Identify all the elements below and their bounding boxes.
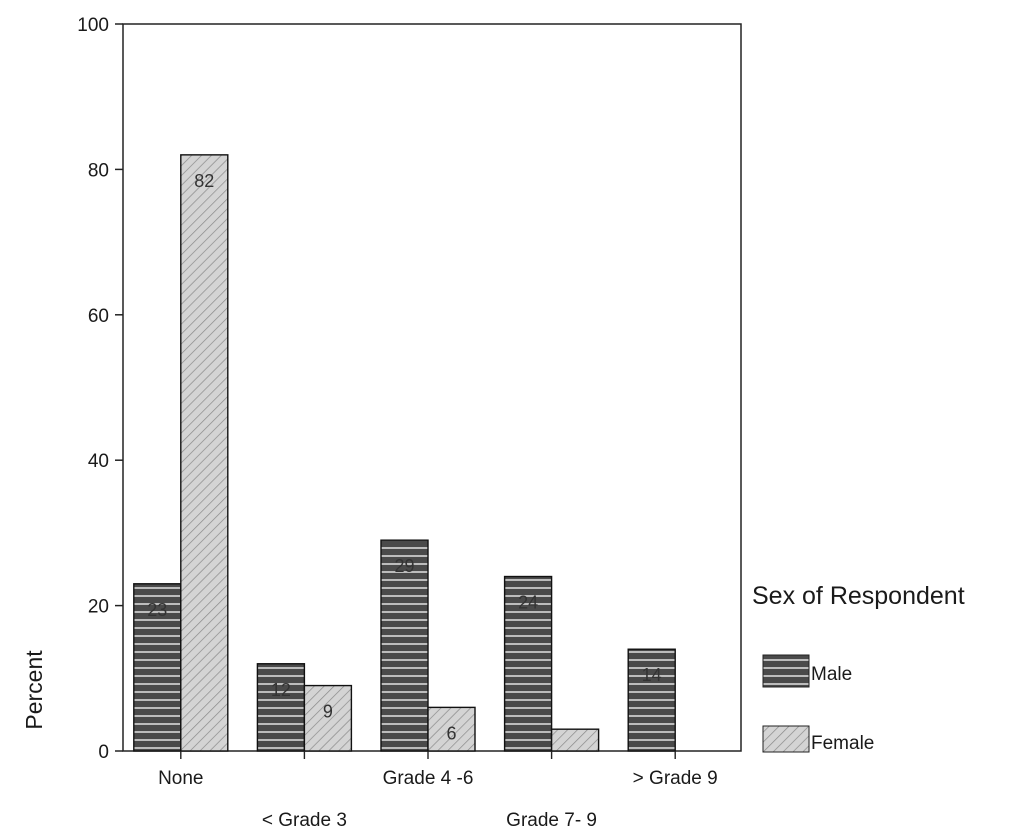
bar-male-3 <box>503 575 553 752</box>
data-label-female-1: 9 <box>323 702 333 722</box>
data-labels: 23 82 12 9 29 6 24 14 <box>147 171 661 744</box>
bar-female-0 <box>180 154 229 752</box>
y-tick-label: 60 <box>88 306 109 327</box>
x-axis-ticks: None < Grade 3 Grade 4 -6 Grade 7- 9 > Grade… <box>158 751 718 831</box>
data-label-female-0: 82 <box>194 171 214 191</box>
bar-male-1 <box>256 663 306 752</box>
bar-female-3 <box>550 728 600 752</box>
x-tick-label: > Grade 9 <box>633 768 718 789</box>
data-label-male-1: 12 <box>271 680 291 700</box>
legend-title: Sex of Respondent <box>752 582 965 610</box>
y-tick-label: 20 <box>88 597 109 618</box>
x-tick-label: < Grade 3 <box>262 810 347 831</box>
y-axis-label: Percent <box>21 650 47 730</box>
data-label-male-2: 29 <box>394 556 414 576</box>
legend-label-female: Female <box>811 733 874 754</box>
data-label-male-3: 24 <box>518 593 538 613</box>
bar-male-0 <box>133 583 182 752</box>
data-label-male-0: 23 <box>147 600 167 620</box>
y-tick-label: 80 <box>88 160 109 181</box>
data-label-female-2: 6 <box>446 723 456 743</box>
x-tick-label: Grade 4 -6 <box>383 768 474 789</box>
legend: Sex of Respondent Male Female <box>752 582 965 754</box>
y-axis-ticks: 0 20 40 60 80 100 <box>77 15 123 763</box>
legend-swatch-female <box>762 725 810 753</box>
y-tick-label: 0 <box>98 742 109 763</box>
legend-label-male: Male <box>811 664 852 685</box>
bar-male-2 <box>380 539 429 752</box>
y-tick-label: 100 <box>77 15 109 36</box>
x-tick-label: Grade 7- 9 <box>506 810 597 831</box>
x-tick-label: None <box>158 768 203 789</box>
y-tick-label: 40 <box>88 451 109 472</box>
data-label-male-4: 14 <box>642 665 662 685</box>
bars <box>133 154 676 752</box>
bar-male-4 <box>627 648 676 752</box>
legend-swatch-male <box>762 654 810 688</box>
bar-female-2 <box>427 706 476 752</box>
bar-female-1 <box>303 684 353 752</box>
